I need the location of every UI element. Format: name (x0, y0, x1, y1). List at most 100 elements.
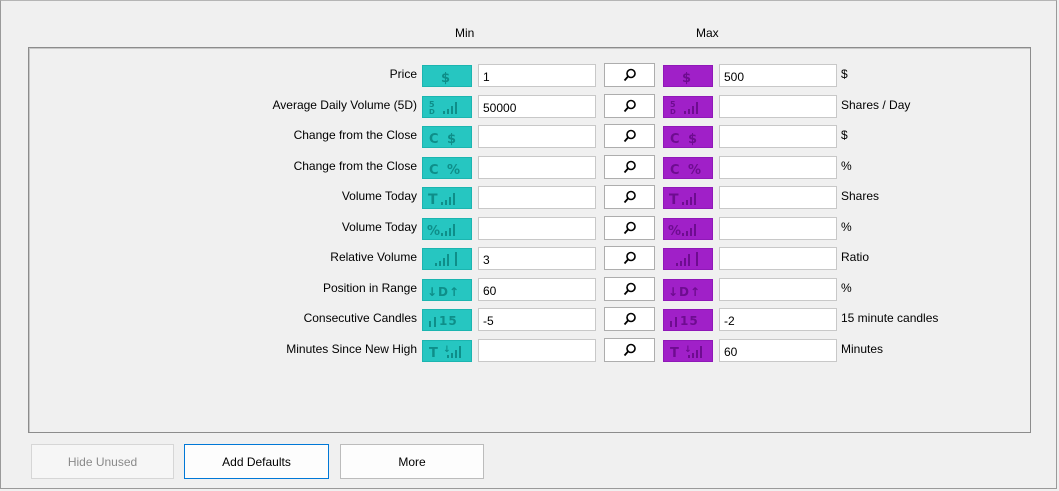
max-value-field[interactable] (719, 277, 837, 301)
volume-today-icon[interactable]: T (422, 187, 472, 209)
max-value-field[interactable]: -2 (719, 308, 837, 331)
filter-label: Change from the Close (293, 158, 417, 173)
volume-today-icon[interactable]: T (663, 187, 713, 209)
unit-label: Shares (841, 189, 880, 203)
svg-text:↓D↑: ↓D↑ (668, 285, 701, 299)
min-value-field[interactable]: 50000 (478, 94, 596, 118)
svg-text:%: % (427, 224, 441, 238)
position-range-icon[interactable]: ↓D↑ (422, 278, 472, 301)
svg-text:↓D↑: ↓D↑ (427, 285, 460, 299)
filter-row: Consecutive Candles 15 -5 15 -2 15 minut… (29, 307, 1030, 335)
max-value-field[interactable] (719, 94, 837, 118)
svg-text:%: % (668, 224, 682, 238)
search-icon[interactable] (604, 63, 655, 87)
filter-label: Price (389, 67, 417, 81)
svg-text:5: 5 (429, 100, 436, 109)
unit-label: % (841, 280, 852, 295)
candles-icon[interactable]: 15 (422, 309, 472, 331)
max-value-field[interactable]: 60 (719, 338, 837, 362)
min-value-field[interactable]: 60 (478, 277, 596, 301)
max-value-field[interactable] (719, 125, 837, 148)
svg-text:C: C (429, 163, 440, 177)
unit-label: $ (841, 128, 848, 142)
volume-percent-icon[interactable]: % (663, 217, 713, 240)
max-value-field[interactable] (719, 186, 837, 209)
filter-panel: Price $ 1 $ 500 $ Average Daily Volume (… (28, 47, 1031, 433)
search-icon[interactable] (604, 154, 655, 179)
max-header: Max (696, 26, 719, 40)
search-icon[interactable] (604, 307, 655, 331)
volume-percent-icon[interactable]: % (422, 217, 472, 240)
dollar-icon[interactable]: $ (422, 65, 472, 87)
filter-label: Relative Volume (330, 250, 417, 264)
svg-text:T: T (670, 346, 680, 360)
unit-label: 15 minute candles (841, 311, 939, 325)
filter-label: Volume Today (341, 189, 417, 203)
unit-label: Ratio (841, 250, 870, 264)
candles-icon[interactable]: 15 (663, 309, 713, 331)
search-icon[interactable] (604, 215, 655, 240)
search-icon[interactable] (604, 276, 655, 301)
unit-label: % (841, 219, 852, 234)
max-value-field[interactable] (719, 216, 837, 240)
max-value-field[interactable] (719, 247, 837, 270)
more-button[interactable]: More (340, 444, 484, 479)
svg-text:15: 15 (439, 314, 458, 328)
min-value-field[interactable] (478, 155, 596, 179)
search-icon[interactable] (604, 93, 655, 118)
svg-text:$: $ (447, 132, 457, 146)
filter-row: Relative Volume 3 Ratio (29, 246, 1030, 274)
filter-row: Position in Range ↓D↑ 60 ↓D↑ % (29, 276, 1030, 305)
svg-text:C: C (670, 163, 681, 177)
filter-label: Consecutive Candles (303, 311, 417, 325)
min-value-field[interactable] (478, 216, 596, 240)
hide-unused-button[interactable]: Hide Unused (31, 444, 174, 479)
filter-row: Volume Today % % % (29, 215, 1030, 244)
filter-row: Change from the Close C $ C $ $ (29, 124, 1030, 152)
add-defaults-button[interactable]: Add Defaults (184, 444, 329, 479)
search-icon[interactable] (604, 124, 655, 148)
relative-volume-icon[interactable] (422, 248, 472, 270)
svg-text:D: D (429, 108, 436, 116)
filter-label: Average Daily Volume (5D) (272, 97, 417, 112)
relative-volume-icon[interactable] (663, 248, 713, 270)
min-value-field[interactable]: -5 (478, 308, 596, 331)
unit-label: Minutes (841, 341, 884, 356)
change-percent-icon[interactable]: C% (663, 156, 713, 179)
dollar-icon[interactable]: $ (663, 65, 713, 87)
filter-label: Volume Today (341, 219, 417, 234)
change-dollar-icon[interactable]: C $ (663, 126, 713, 148)
filter-row: Volume Today T T Shares (29, 185, 1030, 213)
min-value-field[interactable] (478, 125, 596, 148)
svg-text:%: % (688, 163, 702, 177)
min-value-field[interactable] (478, 186, 596, 209)
search-icon[interactable] (604, 337, 655, 362)
max-value-field[interactable]: 500 (719, 64, 837, 87)
svg-text:%: % (447, 163, 461, 177)
svg-text:C: C (429, 132, 440, 146)
filter-row: Price $ 1 $ 500 $ (29, 63, 1030, 91)
position-range-icon[interactable]: ↓D↑ (663, 278, 713, 301)
search-icon[interactable] (604, 246, 655, 270)
min-value-field[interactable]: 1 (478, 64, 596, 87)
max-value-field[interactable] (719, 155, 837, 179)
svg-text:↓: ↓ (684, 345, 693, 355)
filter-row: Minutes Since New High T ↓ T ↓ 60 Minutes (29, 337, 1030, 366)
new-high-icon[interactable]: T ↓ (663, 339, 713, 362)
filter-row: Change from the Close C% C% % (29, 154, 1030, 183)
min-value-field[interactable]: 3 (478, 247, 596, 270)
unit-label: % (841, 158, 852, 173)
min-value-field[interactable] (478, 338, 596, 362)
change-dollar-icon[interactable]: C $ (422, 126, 472, 148)
unit-label: $ (841, 67, 848, 81)
svg-text:C: C (670, 132, 681, 146)
svg-text:5: 5 (670, 100, 677, 109)
filter-label: Change from the Close (293, 128, 417, 142)
new-high-icon[interactable]: T ↓ (422, 339, 472, 362)
change-percent-icon[interactable]: C% (422, 156, 472, 179)
search-icon[interactable] (604, 185, 655, 209)
svg-text:$: $ (688, 132, 698, 146)
